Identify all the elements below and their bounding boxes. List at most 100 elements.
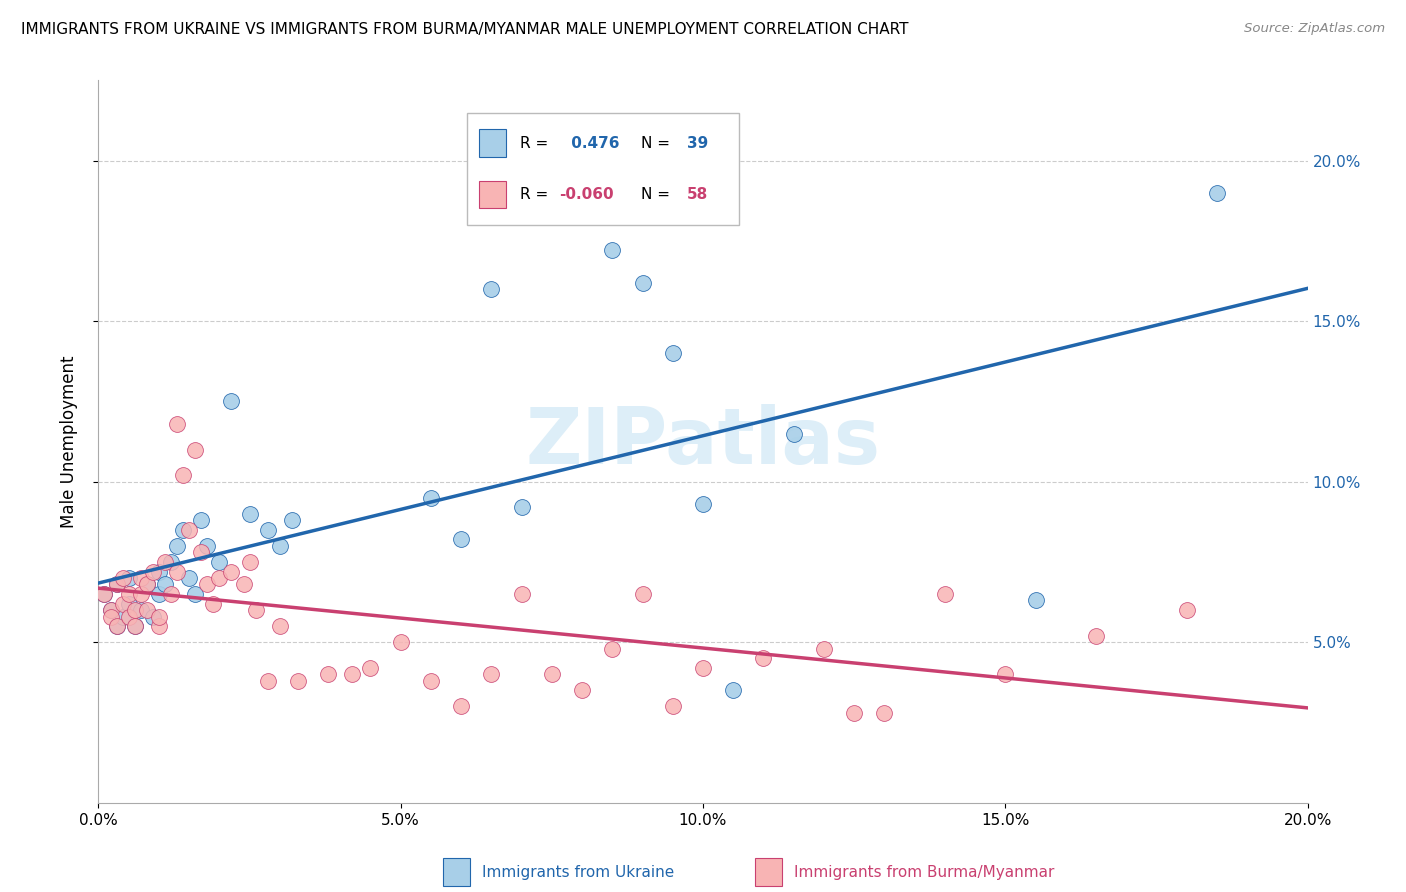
Point: [184, 587, 207, 601]
Point: [111, 609, 134, 624]
Point: [179, 571, 201, 585]
Point: [208, 571, 231, 585]
Point: [190, 513, 212, 527]
Point: [118, 571, 141, 585]
Point: [602, 641, 624, 656]
Point: [160, 555, 183, 569]
Text: Immigrants from Ukraine: Immigrants from Ukraine: [482, 864, 673, 880]
Point: [281, 513, 304, 527]
Text: N =: N =: [641, 136, 675, 151]
Point: [124, 619, 146, 633]
Bar: [479, 129, 506, 157]
Point: [105, 619, 128, 633]
Point: [148, 619, 170, 633]
Point: [135, 577, 157, 591]
Point: [342, 667, 364, 681]
Point: [692, 497, 714, 511]
Point: [184, 442, 207, 457]
Point: [1206, 186, 1229, 200]
Point: [190, 545, 212, 559]
Point: [100, 603, 122, 617]
Point: [420, 491, 443, 505]
Point: [179, 523, 201, 537]
Text: R =: R =: [520, 187, 554, 202]
Point: [148, 587, 170, 601]
Point: [221, 394, 243, 409]
Bar: [467, 112, 740, 225]
Point: [994, 667, 1017, 681]
Bar: [479, 181, 506, 208]
Point: [93, 587, 115, 601]
Text: IMMIGRANTS FROM UKRAINE VS IMMIGRANTS FROM BURMA/MYANMAR MALE UNEMPLOYMENT CORRE: IMMIGRANTS FROM UKRAINE VS IMMIGRANTS FR…: [21, 22, 908, 37]
Point: [135, 577, 157, 591]
Text: 39: 39: [688, 136, 709, 151]
Point: [631, 587, 654, 601]
Point: [316, 667, 339, 681]
Text: 58: 58: [688, 187, 709, 202]
Point: [752, 651, 775, 665]
Point: [287, 673, 309, 688]
Text: Source: ZipAtlas.com: Source: ZipAtlas.com: [1244, 22, 1385, 36]
Point: [124, 603, 146, 617]
Point: [481, 667, 503, 681]
Point: [118, 597, 141, 611]
Point: [172, 468, 194, 483]
Point: [118, 609, 141, 624]
Point: [1175, 603, 1198, 617]
Point: [602, 244, 624, 258]
Point: [166, 565, 188, 579]
Point: [420, 673, 443, 688]
Point: [129, 603, 152, 617]
Point: [692, 661, 714, 675]
Point: [124, 619, 146, 633]
Point: [481, 282, 503, 296]
Point: [510, 500, 533, 515]
Text: N =: N =: [641, 187, 675, 202]
Point: [142, 565, 165, 579]
Text: Immigrants from Burma/Myanmar: Immigrants from Burma/Myanmar: [794, 864, 1054, 880]
Point: [166, 539, 188, 553]
Text: R =: R =: [520, 136, 554, 151]
Point: [153, 577, 176, 591]
Point: [172, 523, 194, 537]
Point: [129, 587, 152, 601]
Point: [873, 706, 896, 720]
Point: [232, 577, 254, 591]
Y-axis label: Male Unemployment: Male Unemployment: [59, 355, 77, 528]
Point: [723, 683, 745, 698]
Point: [256, 673, 278, 688]
Point: [360, 661, 382, 675]
Point: [195, 577, 218, 591]
Point: [661, 346, 683, 360]
Point: [100, 603, 122, 617]
Point: [129, 571, 152, 585]
Point: [166, 417, 188, 431]
Point: [389, 635, 412, 649]
Point: [631, 276, 654, 290]
Point: [202, 597, 225, 611]
Point: [1085, 629, 1108, 643]
Point: [783, 426, 806, 441]
Text: -0.060: -0.060: [560, 187, 614, 202]
Point: [450, 533, 472, 547]
Point: [105, 577, 128, 591]
Point: [239, 555, 262, 569]
Point: [256, 523, 278, 537]
Point: [221, 565, 243, 579]
Point: [111, 571, 134, 585]
Point: [540, 667, 562, 681]
Point: [105, 577, 128, 591]
Point: [571, 683, 593, 698]
Point: [245, 603, 267, 617]
Text: 0.476: 0.476: [567, 136, 620, 151]
Point: [208, 555, 231, 569]
Text: ZIPatlas: ZIPatlas: [526, 403, 880, 480]
Point: [239, 507, 262, 521]
Point: [160, 587, 183, 601]
Bar: [443, 858, 470, 886]
Point: [813, 641, 835, 656]
Point: [111, 597, 134, 611]
Point: [450, 699, 472, 714]
Point: [1024, 593, 1046, 607]
Point: [844, 706, 866, 720]
